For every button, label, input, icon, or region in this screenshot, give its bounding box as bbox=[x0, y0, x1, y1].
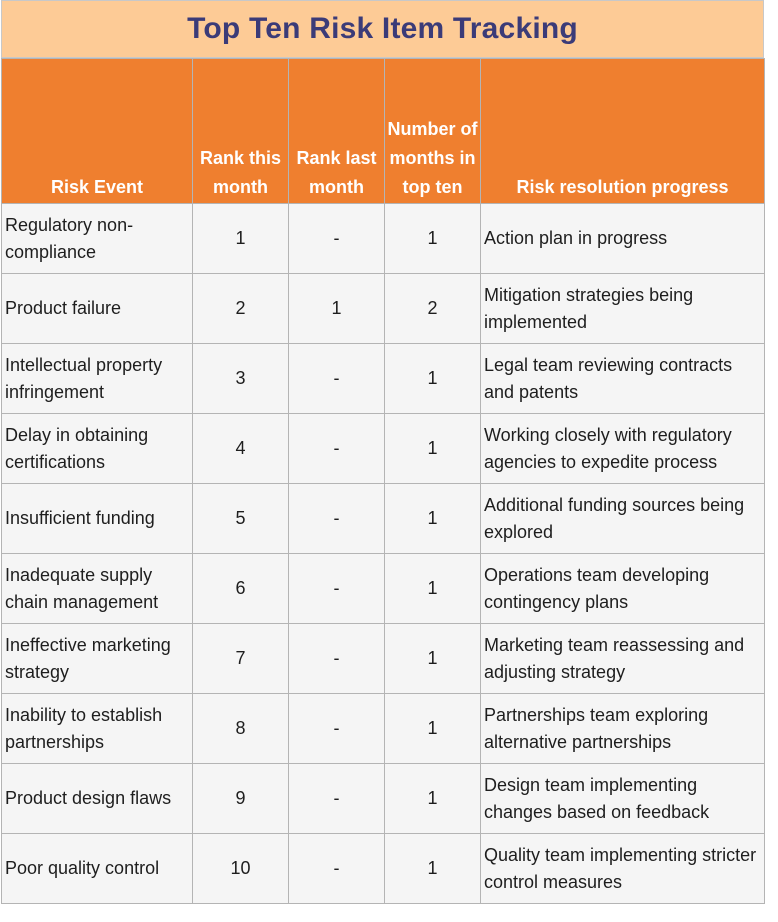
cell-risk-event: Inability to establish partnerships bbox=[1, 693, 193, 764]
cell-risk-event: Insufficient funding bbox=[1, 483, 193, 554]
cell-rank-last-month: - bbox=[288, 483, 385, 554]
table-row: Insufficient funding 5 - 1 Additional fu… bbox=[1, 483, 765, 554]
cell-months-in-top-ten: 1 bbox=[384, 763, 481, 834]
cell-months-in-top-ten: 1 bbox=[384, 483, 481, 554]
cell-risk-event: Delay in obtaining certifications bbox=[1, 413, 193, 484]
table-row: Product design flaws 9 - 1 Design team i… bbox=[1, 763, 765, 834]
cell-rank-last-month: - bbox=[288, 763, 385, 834]
table-row: Intellectual property infringement 3 - 1… bbox=[1, 343, 765, 414]
cell-resolution-progress: Legal team reviewing contracts and paten… bbox=[480, 343, 765, 414]
cell-resolution-progress: Design team implementing changes based o… bbox=[480, 763, 765, 834]
cell-risk-event: Poor quality control bbox=[1, 833, 193, 904]
cell-risk-event: Intellectual property infringement bbox=[1, 343, 193, 414]
header-rank-this-month: Rank this month bbox=[192, 58, 289, 204]
cell-rank-this-month: 5 bbox=[192, 483, 289, 554]
cell-rank-this-month: 4 bbox=[192, 413, 289, 484]
cell-risk-event: Product design flaws bbox=[1, 763, 193, 834]
cell-months-in-top-ten: 1 bbox=[384, 203, 481, 274]
cell-risk-event: Inadequate supply chain management bbox=[1, 553, 193, 624]
header-risk-event: Risk Event bbox=[1, 58, 193, 204]
header-resolution-progress: Risk resolution progress bbox=[480, 58, 765, 204]
cell-rank-this-month: 6 bbox=[192, 553, 289, 624]
header-row: Risk Event Rank this month Rank last mon… bbox=[1, 58, 765, 204]
cell-resolution-progress: Additional funding sources being explore… bbox=[480, 483, 765, 554]
cell-resolution-progress: Quality team implementing stricter contr… bbox=[480, 833, 765, 904]
table-row: Product failure 2 1 2 Mitigation strateg… bbox=[1, 273, 765, 344]
cell-rank-this-month: 1 bbox=[192, 203, 289, 274]
risk-table: Risk Event Rank this month Rank last mon… bbox=[1, 58, 765, 904]
page-title: Top Ten Risk Item Tracking bbox=[187, 12, 578, 45]
cell-months-in-top-ten: 1 bbox=[384, 693, 481, 764]
table-row: Ineffective marketing strategy 7 - 1 Mar… bbox=[1, 623, 765, 694]
cell-risk-event: Ineffective marketing strategy bbox=[1, 623, 193, 694]
cell-months-in-top-ten: 1 bbox=[384, 833, 481, 904]
cell-rank-this-month: 7 bbox=[192, 623, 289, 694]
cell-rank-this-month: 2 bbox=[192, 273, 289, 344]
cell-rank-last-month: - bbox=[288, 833, 385, 904]
cell-months-in-top-ten: 2 bbox=[384, 273, 481, 344]
cell-rank-last-month: - bbox=[288, 343, 385, 414]
table-row: Inadequate supply chain management 6 - 1… bbox=[1, 553, 765, 624]
table-body: Regulatory non-compliance 1 - 1 Action p… bbox=[1, 203, 765, 904]
cell-months-in-top-ten: 1 bbox=[384, 553, 481, 624]
risk-tracking-sheet: Top Ten Risk Item Tracking Risk Event Ra… bbox=[1, 0, 765, 904]
cell-resolution-progress: Operations team developing contingency p… bbox=[480, 553, 765, 624]
cell-rank-this-month: 9 bbox=[192, 763, 289, 834]
title-bar: Top Ten Risk Item Tracking bbox=[1, 0, 764, 58]
cell-rank-this-month: 3 bbox=[192, 343, 289, 414]
cell-rank-this-month: 10 bbox=[192, 833, 289, 904]
cell-risk-event: Product failure bbox=[1, 273, 193, 344]
cell-rank-last-month: 1 bbox=[288, 273, 385, 344]
cell-resolution-progress: Mitigation strategies being implemented bbox=[480, 273, 765, 344]
cell-rank-last-month: - bbox=[288, 693, 385, 764]
table-row: Inability to establish partnerships 8 - … bbox=[1, 693, 765, 764]
cell-rank-this-month: 8 bbox=[192, 693, 289, 764]
cell-rank-last-month: - bbox=[288, 203, 385, 274]
table-row: Poor quality control 10 - 1 Quality team… bbox=[1, 833, 765, 904]
cell-rank-last-month: - bbox=[288, 623, 385, 694]
cell-resolution-progress: Marketing team reassessing and adjusting… bbox=[480, 623, 765, 694]
cell-resolution-progress: Action plan in progress bbox=[480, 203, 765, 274]
header-months-in-top-ten: Number of months in top ten bbox=[384, 58, 481, 204]
cell-rank-last-month: - bbox=[288, 553, 385, 624]
table-row: Regulatory non-compliance 1 - 1 Action p… bbox=[1, 203, 765, 274]
cell-months-in-top-ten: 1 bbox=[384, 413, 481, 484]
cell-months-in-top-ten: 1 bbox=[384, 343, 481, 414]
cell-resolution-progress: Working closely with regulatory agencies… bbox=[480, 413, 765, 484]
cell-rank-last-month: - bbox=[288, 413, 385, 484]
cell-resolution-progress: Partnerships team exploring alternative … bbox=[480, 693, 765, 764]
cell-risk-event: Regulatory non-compliance bbox=[1, 203, 193, 274]
cell-months-in-top-ten: 1 bbox=[384, 623, 481, 694]
header-rank-last-month: Rank last month bbox=[288, 58, 385, 204]
table-row: Delay in obtaining certifications 4 - 1 … bbox=[1, 413, 765, 484]
